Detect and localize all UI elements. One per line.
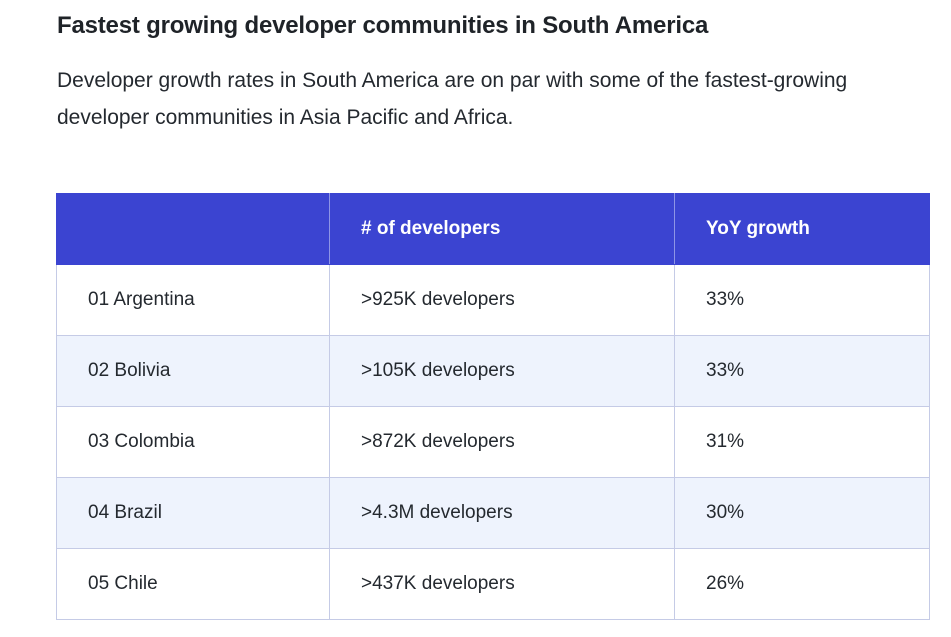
country-cell: 02 Bolivia bbox=[56, 335, 330, 407]
developer-growth-table: # of developers YoY growth 01 Argentina … bbox=[56, 193, 930, 620]
developers-cell: >925K developers bbox=[329, 264, 675, 336]
table-row: 02 Bolivia >105K developers 33% bbox=[56, 335, 930, 407]
header-country bbox=[56, 193, 330, 265]
table-header-row: # of developers YoY growth bbox=[56, 193, 930, 265]
table-row: 04 Brazil >4.3M developers 30% bbox=[56, 477, 930, 549]
developers-cell: >872K developers bbox=[329, 406, 675, 478]
table-row: 03 Colombia >872K developers 31% bbox=[56, 406, 930, 478]
developers-cell: >4.3M developers bbox=[329, 477, 675, 549]
country-cell: 03 Colombia bbox=[56, 406, 330, 478]
country-cell: 05 Chile bbox=[56, 548, 330, 620]
growth-cell: 33% bbox=[674, 264, 930, 336]
growth-cell: 26% bbox=[674, 548, 930, 620]
header-yoy-growth: YoY growth bbox=[674, 193, 930, 265]
developers-cell: >105K developers bbox=[329, 335, 675, 407]
developers-cell: >437K developers bbox=[329, 548, 675, 620]
table-row: 05 Chile >437K developers 26% bbox=[56, 548, 930, 620]
growth-cell: 33% bbox=[674, 335, 930, 407]
table-row: 01 Argentina >925K developers 33% bbox=[56, 264, 930, 336]
country-cell: 01 Argentina bbox=[56, 264, 330, 336]
header-developers: # of developers bbox=[329, 193, 675, 265]
country-cell: 04 Brazil bbox=[56, 477, 330, 549]
growth-cell: 30% bbox=[674, 477, 930, 549]
intro-paragraph: Developer growth rates in South America … bbox=[57, 69, 848, 129]
section-heading: Fastest growing developer communities in… bbox=[57, 12, 709, 39]
growth-cell: 31% bbox=[674, 406, 930, 478]
